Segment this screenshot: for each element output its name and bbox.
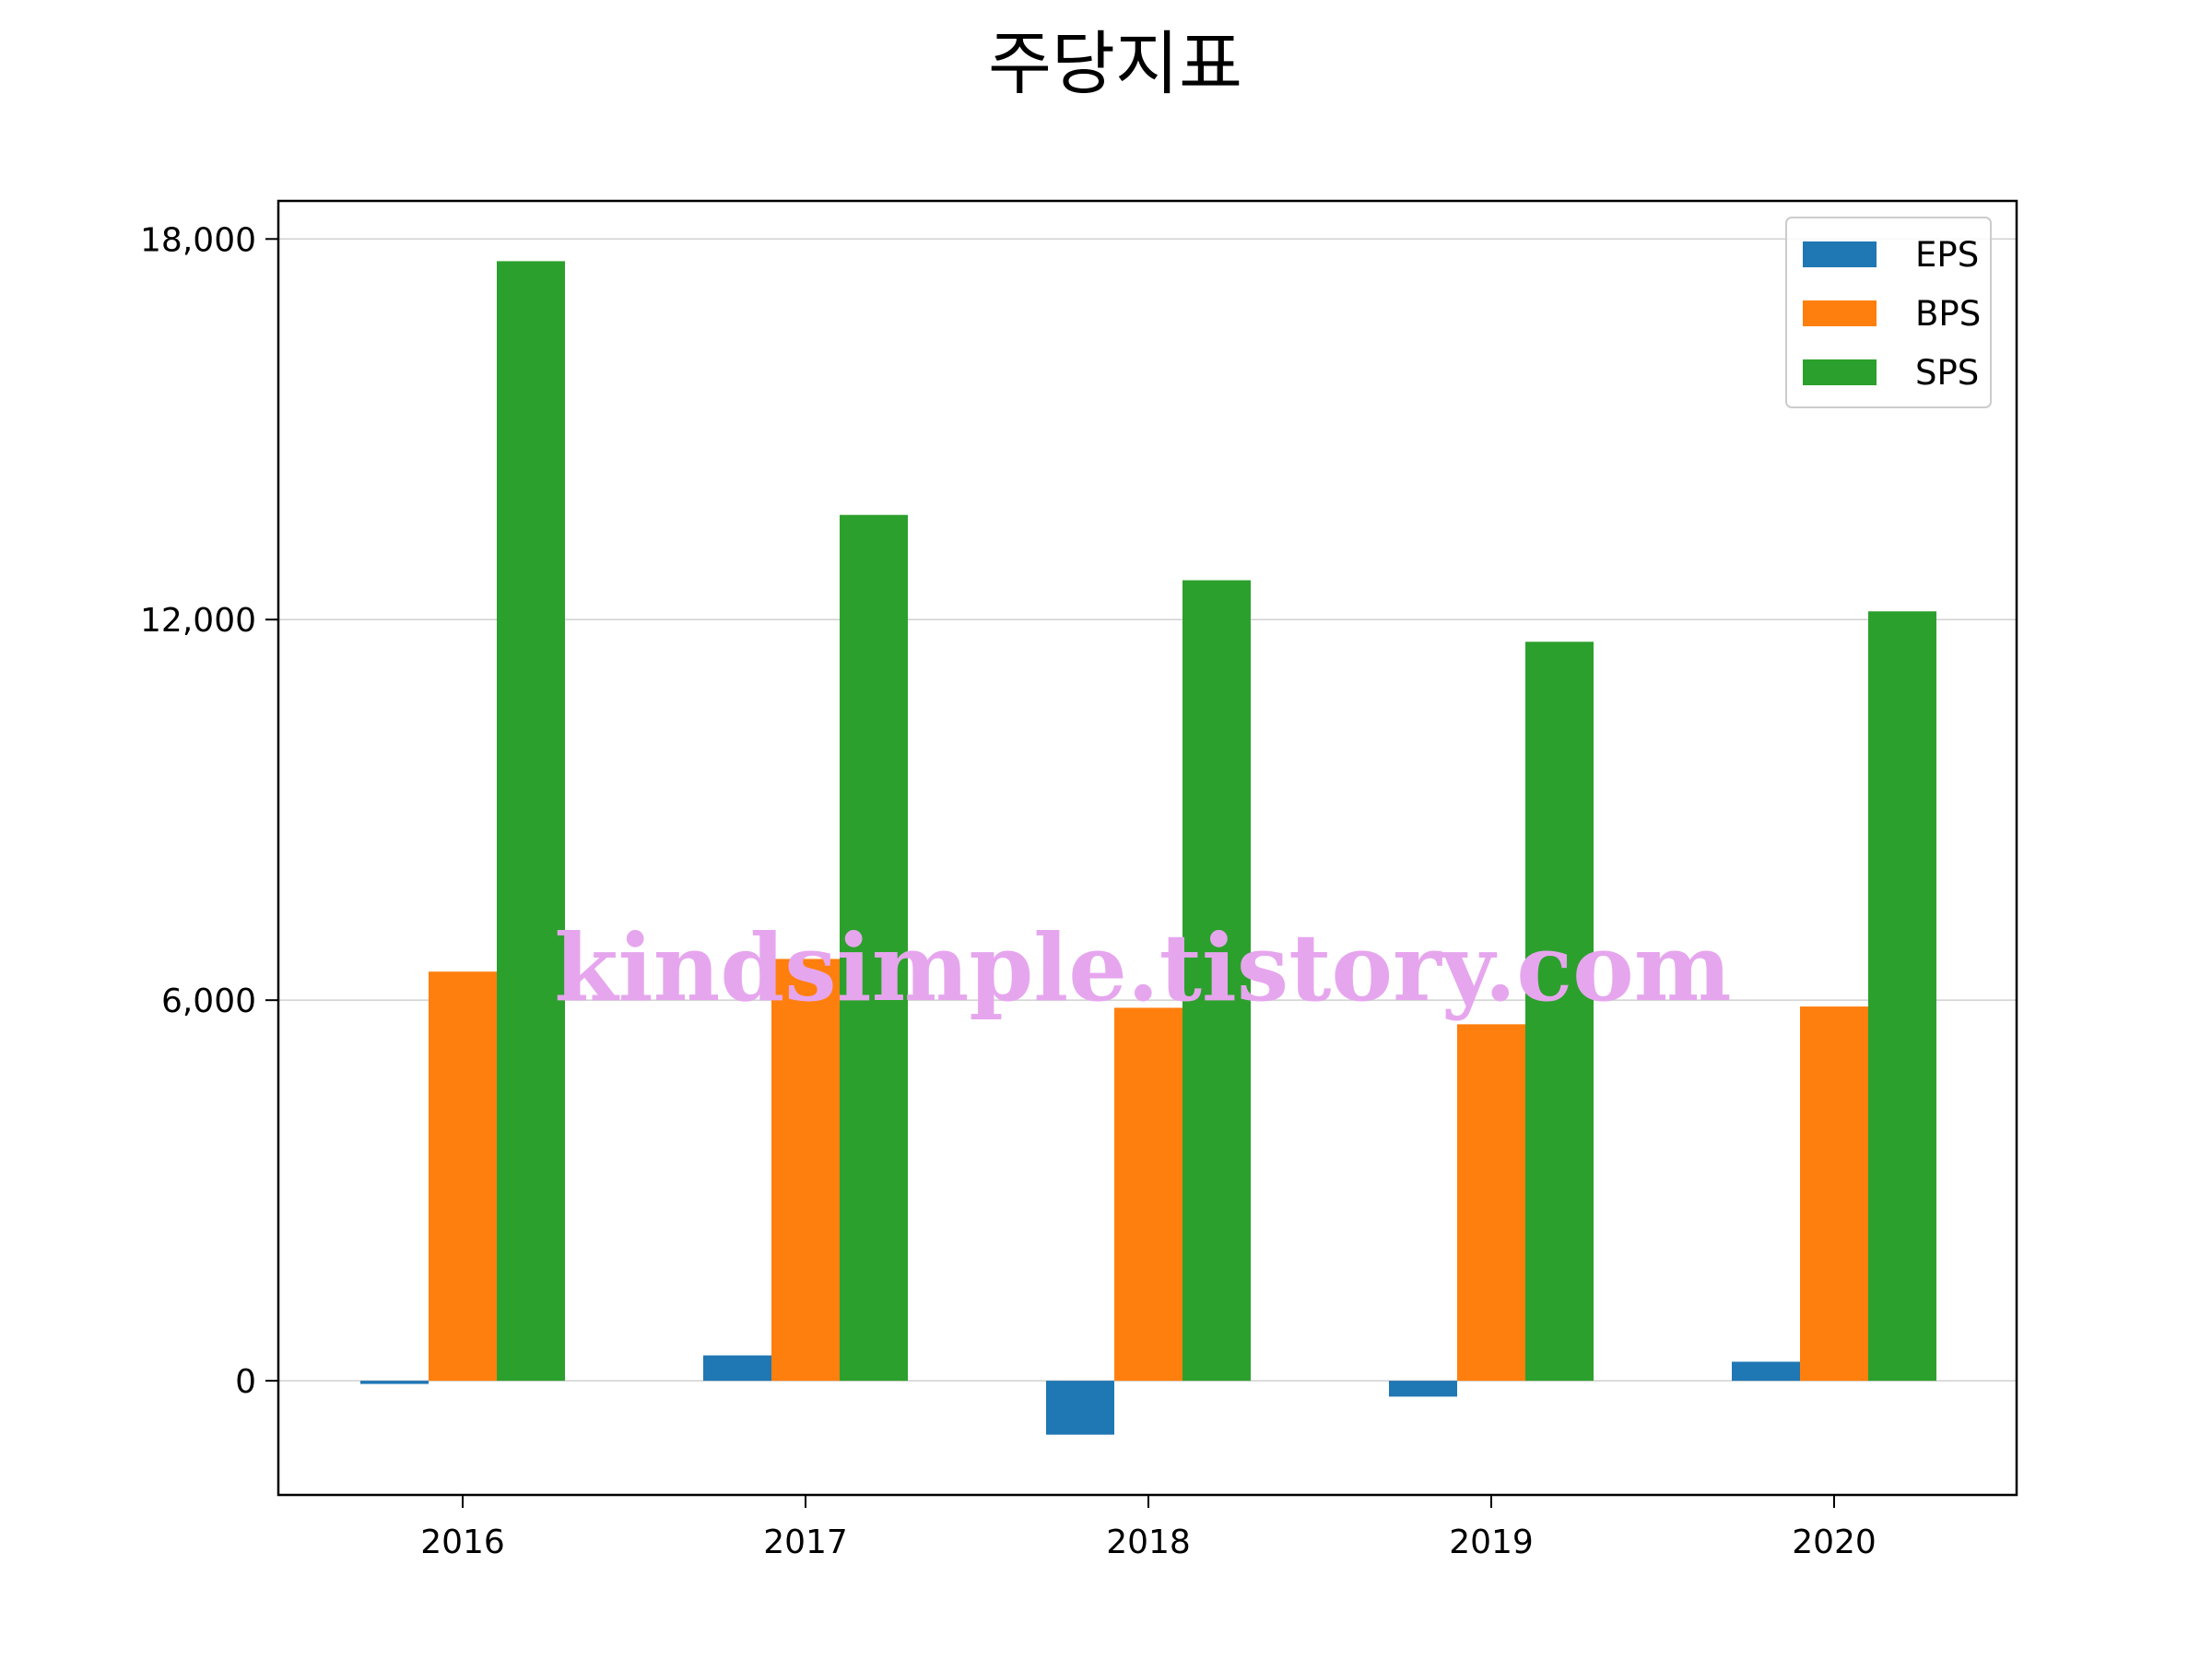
- bar-sps-2020: [1868, 611, 1936, 1382]
- x-tick-label: 2019: [1449, 1524, 1534, 1561]
- bar-sps-2018: [1182, 580, 1251, 1382]
- y-tick-label: 0: [235, 1363, 256, 1401]
- legend-swatch-sps: [1803, 359, 1877, 385]
- watermark-text: kindsimple.tistory.com: [554, 913, 1731, 1022]
- legend-label-bps: BPS: [1915, 294, 1981, 334]
- x-tick-label: 2017: [763, 1524, 848, 1561]
- y-tick-label: 18,000: [140, 221, 256, 259]
- bar-eps-2020: [1732, 1361, 1800, 1382]
- y-tick-label: 12,000: [140, 602, 256, 640]
- bar-eps-2018: [1046, 1381, 1114, 1435]
- grid-lines: [278, 238, 2017, 1382]
- bar-bps-2018: [1114, 1007, 1182, 1382]
- legend-swatch-eps: [1803, 241, 1877, 267]
- bars: [360, 261, 1936, 1435]
- legend-swatch-bps: [1803, 300, 1877, 326]
- bar-eps-2016: [360, 1381, 429, 1384]
- chart-title: 주당지표: [988, 23, 1242, 104]
- x-tick-label: 2018: [1106, 1524, 1191, 1561]
- bar-sps-2019: [1525, 641, 1594, 1382]
- bar-sps-2016: [497, 261, 565, 1382]
- legend: EPS BPS SPS: [1785, 217, 1992, 408]
- bar-eps-2017: [703, 1355, 771, 1382]
- y-tick-label: 6,000: [161, 982, 256, 1020]
- bar-bps-2019: [1457, 1024, 1525, 1382]
- bar-bps-2017: [771, 959, 840, 1382]
- bar-sps-2017: [840, 514, 908, 1382]
- legend-label-eps: EPS: [1915, 235, 1979, 275]
- axes: 0 6,000 12,000 18,000 2016 2017 2018 2019 2020: [140, 199, 2018, 1561]
- legend-label-sps: SPS: [1915, 353, 1979, 393]
- x-tick-label: 2016: [420, 1524, 505, 1561]
- x-tick-label: 2020: [1792, 1524, 1877, 1561]
- bar-eps-2019: [1389, 1381, 1457, 1397]
- bar-bps-2020: [1800, 1006, 1868, 1382]
- bar-bps-2016: [429, 971, 497, 1382]
